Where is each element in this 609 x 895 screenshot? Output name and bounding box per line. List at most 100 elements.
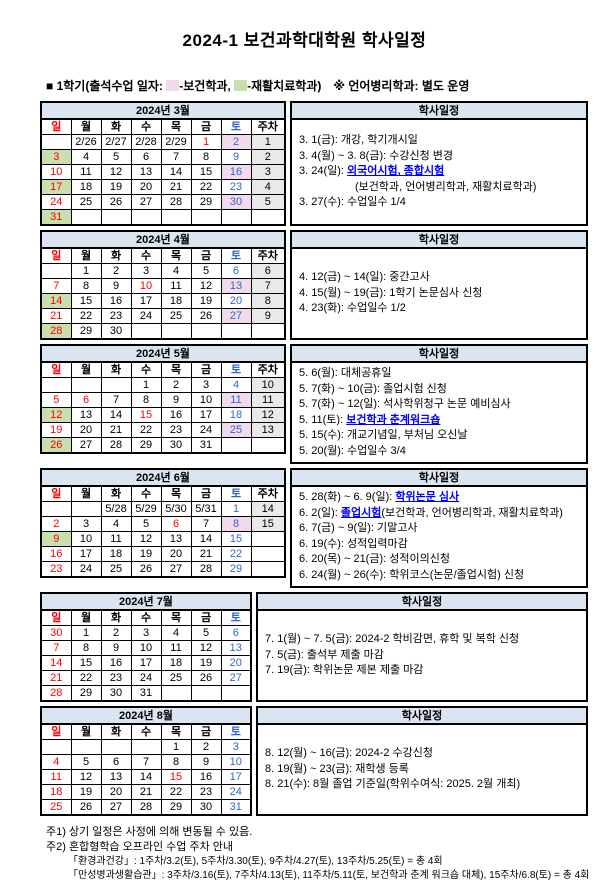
week-number-cell: 6 bbox=[250, 263, 286, 279]
weekday-header: 수 bbox=[130, 609, 162, 626]
day-cell: 6 bbox=[160, 516, 192, 532]
footnote-line: 「환경과건강」: 1주차/3.2(토), 5주차/3.30(토), 9주차/4.… bbox=[68, 856, 443, 867]
day-cell: 17 bbox=[40, 179, 72, 195]
weekday-header: 월 bbox=[70, 247, 102, 264]
day-cell: 5/28 bbox=[100, 501, 132, 517]
schedule-event: 7. 1(월) ~ 7. 5(금): 2024-2 학비감면, 휴학 및 복학 … bbox=[265, 632, 584, 648]
day-cell: 4 bbox=[160, 263, 192, 279]
day-cell: 17 bbox=[220, 769, 252, 785]
day-cell: 17 bbox=[130, 655, 162, 671]
day-cell bbox=[100, 739, 132, 755]
calendar-table: 일 월 화 수 목 금 토 주차 1 2 3 4 10 5 6 7 8 9 10 11 11 12 13 14 15 16 17 18… bbox=[40, 361, 286, 454]
calendar: 2024년 3월 일 월 화 수 목 금 토 주차 2/26 2/27 2/28 2/29 1 2 1 3 4 5 6… bbox=[40, 101, 286, 226]
calendar-table: 일 월 화 수 목 금 토 주차 1 2 3 4 5 6 6 7 8 9 10 11 12 13 7 14 15 16 17 18 19… bbox=[40, 247, 286, 340]
schedule-event-text: 7. 19(금): 학위논문 제본 제출 마감 bbox=[265, 664, 424, 677]
day-cell: 7 bbox=[190, 516, 222, 532]
day-cell: 23 bbox=[160, 422, 192, 438]
schedule-event-text: 4. 15(월) ~ 19(금): 1학기 논문심사 신청 bbox=[299, 286, 483, 299]
day-cell: 31 bbox=[190, 437, 222, 454]
legend-green-label: -재활치료학과) bbox=[247, 79, 322, 93]
day-cell: 21 bbox=[160, 179, 192, 195]
weekday-header: 금 bbox=[190, 361, 222, 378]
day-cell: 11 bbox=[70, 164, 102, 180]
weekday-header: 일 bbox=[40, 361, 72, 378]
day-cell: 12 bbox=[100, 164, 132, 180]
day-cell: 21 bbox=[130, 784, 162, 800]
schedule-event-text: 6. 20(목) ~ 21(금): 성적이의신청 bbox=[299, 553, 450, 565]
schedule-event-text: 5. 7(화) ~ 12(일): 석사학위청구 논문 예비심사 bbox=[299, 398, 511, 410]
schedule-event: 8. 12(월) ~ 16(금): 2024-2 수강신청 bbox=[265, 746, 584, 762]
day-cell: 4 bbox=[70, 149, 102, 165]
schedule-event: 6. 2(일): 졸업시험(보건학과, 언어병리학과, 재활치료학과) bbox=[299, 506, 584, 522]
schedule-event: 3. 1(금): 개강, 학기개시일 bbox=[299, 133, 584, 149]
weekday-header: 목 bbox=[160, 609, 192, 626]
schedule-event-text: 4. 12(금) ~ 14(일): 중간고사 bbox=[299, 271, 430, 284]
weekday-header: 목 bbox=[160, 361, 192, 378]
week-number-cell: 2 bbox=[250, 149, 286, 165]
day-cell bbox=[40, 134, 72, 150]
calendar-week-row: 4 5 6 7 8 9 10 bbox=[40, 754, 252, 770]
day-cell: 24 bbox=[130, 670, 162, 686]
day-cell: 22 bbox=[160, 784, 192, 800]
day-cell: 3 bbox=[220, 739, 252, 755]
day-cell: 22 bbox=[70, 308, 102, 324]
weekday-header: 수 bbox=[130, 361, 162, 378]
calendar-week-row: 28 29 30 31 bbox=[40, 685, 252, 702]
day-cell bbox=[40, 377, 72, 393]
day-cell: 15 bbox=[70, 655, 102, 671]
schedule-event-text: 5. 15(수): 개교기념일, 부처님 오신날 bbox=[299, 429, 468, 441]
day-cell: 30 bbox=[100, 685, 132, 702]
day-cell: 24 bbox=[70, 561, 102, 578]
schedule-body: 5. 6(월): 대체공휴일 5. 7(화) ~ 10(금): 졸업시험 신청 5.… bbox=[290, 361, 588, 464]
day-cell: 25 bbox=[100, 561, 132, 578]
weekday-header: 월 bbox=[70, 118, 102, 135]
day-cell: 10 bbox=[70, 531, 102, 547]
day-cell: 8 bbox=[70, 640, 102, 656]
day-cell: 28 bbox=[160, 194, 192, 210]
week-number-cell bbox=[250, 437, 286, 454]
month-blocks-container: 2024년 3월 일 월 화 수 목 금 토 주차 2/26 2/27 2/28 2/29 1 2 1 3 4 5 6… bbox=[40, 101, 588, 816]
weekday-header: 금 bbox=[190, 609, 222, 626]
schedule-body: 3. 1(금): 개강, 학기개시일 3. 4(월) ~ 3. 8(금): 수강신… bbox=[290, 118, 588, 226]
day-cell: 26 bbox=[100, 194, 132, 210]
day-cell: 29 bbox=[190, 194, 222, 210]
calendar-week-row: 1 2 3 4 10 bbox=[40, 377, 286, 393]
day-cell: 8 bbox=[160, 754, 192, 770]
weekday-header: 화 bbox=[100, 609, 132, 626]
schedule-event: 5. 15(수): 개교기념일, 부처님 오신날 bbox=[299, 428, 584, 444]
weekday-header: 금 bbox=[190, 118, 222, 135]
weekday-header: 수 bbox=[130, 118, 162, 135]
calendar-week-row: 12 13 14 15 16 17 18 12 bbox=[40, 407, 286, 423]
weekday-header: 금 bbox=[190, 247, 222, 264]
weekday-header: 화 bbox=[100, 361, 132, 378]
calendar-week-row: 14 15 16 17 18 19 20 bbox=[40, 655, 252, 671]
footnote-line: 「만성병과생활습관」: 3주차/3.16(토), 7주차/4.13(토), 11… bbox=[68, 870, 590, 881]
day-cell: 24 bbox=[130, 308, 162, 324]
day-cell: 25 bbox=[220, 422, 252, 438]
day-cell: 9 bbox=[100, 640, 132, 656]
calendar-week-row: 30 1 2 3 4 5 6 bbox=[40, 625, 252, 641]
calendar-week-row: 5/28 5/29 5/30 5/31 1 14 bbox=[40, 501, 286, 517]
schedule-header: 학사일정 bbox=[256, 592, 588, 609]
day-cell: 2/28 bbox=[130, 134, 162, 150]
day-cell: 11 bbox=[220, 392, 252, 408]
day-cell: 9 bbox=[40, 531, 72, 547]
month-block: 2024년 7월 일 월 화 수 목 금 토 30 1 2 3 4 5 6 7 8 9 10 11 12 13 14 15 16… bbox=[40, 592, 588, 702]
schedule-header: 학사일정 bbox=[290, 468, 588, 485]
weekday-header: 목 bbox=[160, 723, 192, 740]
day-cell: 4 bbox=[40, 754, 72, 770]
schedule-event: 5. 7(화) ~ 12(일): 석사학위청구 논문 예비심사 bbox=[299, 397, 584, 413]
day-cell: 1 bbox=[220, 501, 252, 517]
weekday-header: 월 bbox=[70, 485, 102, 502]
weekday-header: 토 bbox=[220, 118, 252, 135]
weekday-header: 화 bbox=[100, 723, 132, 740]
day-cell: 1 bbox=[160, 739, 192, 755]
day-cell: 2 bbox=[220, 134, 252, 150]
day-cell: 6 bbox=[220, 263, 252, 279]
schedule-event-text: 보건학과 춘계워크숍 bbox=[346, 413, 441, 426]
schedule-event-text: 6. 19(수): 성적입력마감 bbox=[299, 537, 408, 550]
schedule-event-text: 5. 6(월): 대체공휴일 bbox=[299, 367, 392, 379]
